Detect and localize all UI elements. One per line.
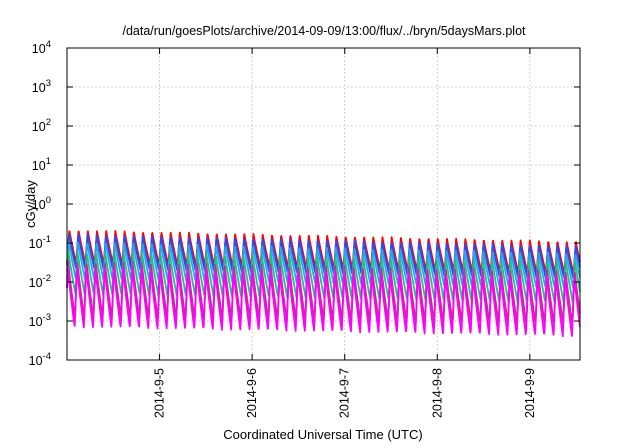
series-line-4	[66, 250, 581, 303]
x-tick-label: 2014-9-5	[153, 368, 167, 418]
series-line-1	[66, 229, 581, 275]
y-axis-label: cGy/day	[23, 180, 38, 228]
chart-title: /data/run/goesPlots/archive/2014-09-09/1…	[122, 24, 526, 38]
y-tick-label: 10-3	[29, 312, 51, 329]
x-tick-label: 2014-9-7	[338, 368, 352, 418]
y-axis: 10-4 10-3 10-2 10-1 100 101 102 103 104	[29, 39, 580, 368]
x-axis: 2014-9-5 2014-9-6 2014-9-7 2014-9-8 2014-9-9	[153, 48, 537, 418]
y-tick-label: 101	[32, 156, 51, 173]
y-tick-label: 104	[32, 39, 51, 56]
x-axis-label: Coordinated Universal Time (UTC)	[223, 427, 422, 442]
y-tick-label: 10-1	[29, 234, 51, 251]
x-tick-label: 2014-9-9	[523, 368, 537, 418]
y-tick-label: 10-4	[29, 351, 51, 368]
y-tick-label: 100	[32, 195, 51, 212]
y-tick-label: 102	[32, 117, 51, 134]
y-tick-label: 103	[32, 78, 51, 95]
x-tick-label: 2014-9-8	[430, 368, 444, 418]
x-tick-label: 2014-9-6	[245, 368, 259, 418]
y-tick-label: 10-2	[29, 273, 51, 290]
series-line-6	[66, 265, 581, 338]
series-line-2	[66, 233, 581, 280]
series-group	[66, 229, 581, 338]
series-line-3	[66, 240, 581, 289]
